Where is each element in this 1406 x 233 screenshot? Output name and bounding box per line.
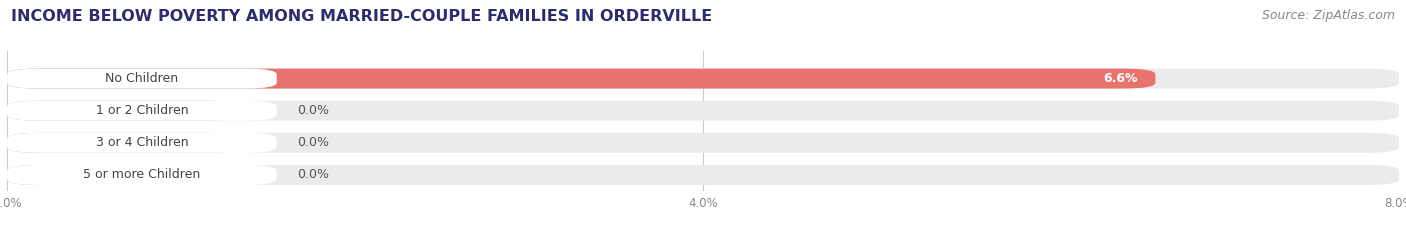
Text: 0.0%: 0.0% [298,136,329,149]
Text: 6.6%: 6.6% [1104,72,1137,85]
FancyBboxPatch shape [7,101,236,121]
Text: 3 or 4 Children: 3 or 4 Children [96,136,188,149]
FancyBboxPatch shape [7,165,1399,185]
FancyBboxPatch shape [7,165,277,185]
Text: No Children: No Children [105,72,179,85]
FancyBboxPatch shape [7,69,277,89]
Text: Source: ZipAtlas.com: Source: ZipAtlas.com [1261,9,1395,22]
FancyBboxPatch shape [7,101,277,121]
Text: 0.0%: 0.0% [298,104,329,117]
FancyBboxPatch shape [7,133,1399,153]
Text: INCOME BELOW POVERTY AMONG MARRIED-COUPLE FAMILIES IN ORDERVILLE: INCOME BELOW POVERTY AMONG MARRIED-COUPL… [11,9,713,24]
FancyBboxPatch shape [7,133,236,153]
FancyBboxPatch shape [7,165,236,185]
FancyBboxPatch shape [7,133,277,153]
FancyBboxPatch shape [7,101,1399,121]
FancyBboxPatch shape [7,69,1156,89]
Text: 1 or 2 Children: 1 or 2 Children [96,104,188,117]
Text: 0.0%: 0.0% [298,168,329,182]
Text: 5 or more Children: 5 or more Children [83,168,201,182]
FancyBboxPatch shape [7,69,1399,89]
